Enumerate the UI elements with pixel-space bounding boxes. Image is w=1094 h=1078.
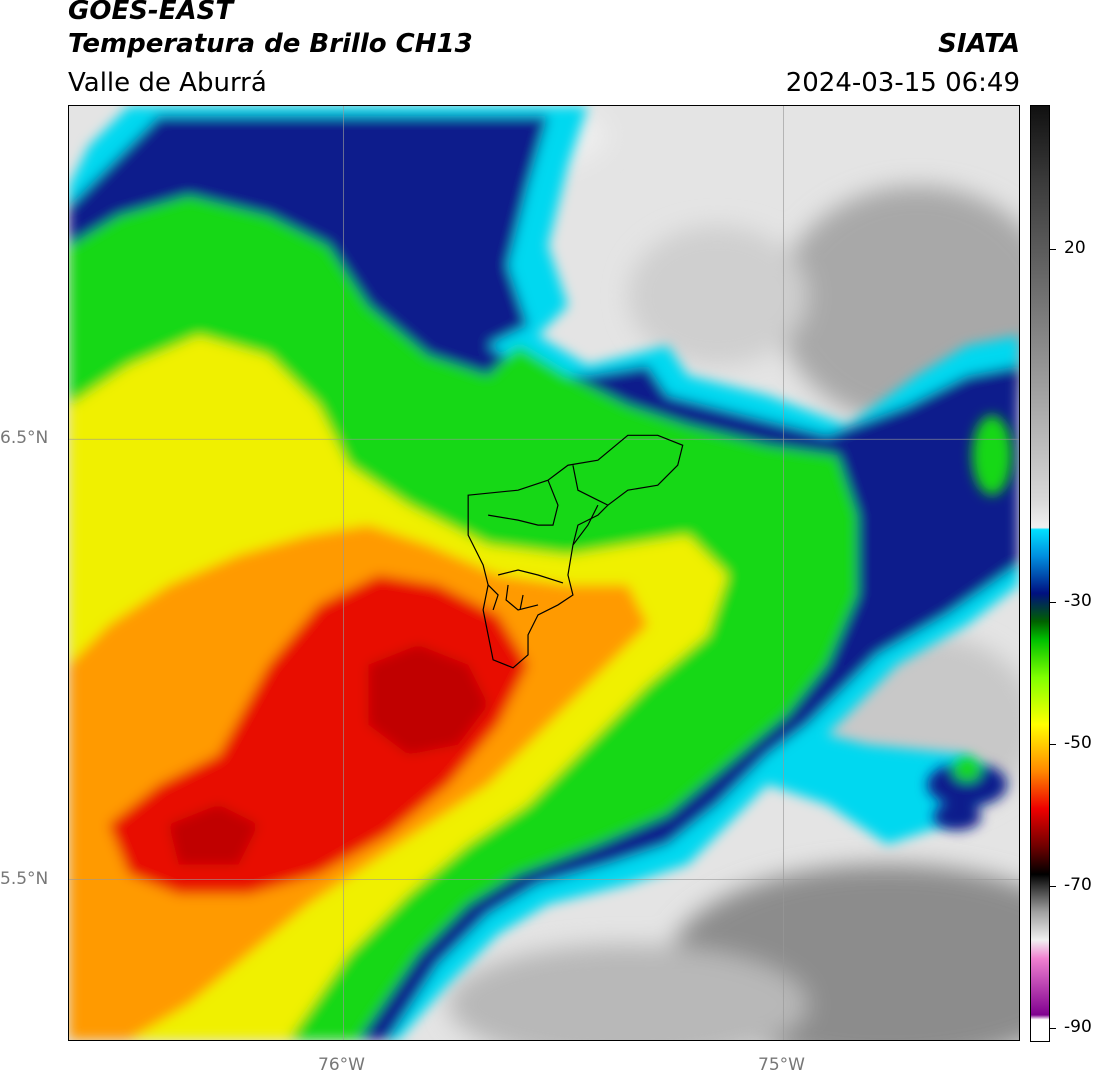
satellite-title: GOES-EAST	[68, 0, 234, 26]
agency-title: SIATA	[938, 29, 1020, 59]
cbar-label-m70: -70	[1064, 875, 1092, 895]
lat-label-6-5: 6.5°N	[0, 428, 49, 448]
cbar-tick-20	[1050, 249, 1056, 250]
brightness-temperature-map	[68, 105, 1020, 1041]
colorbar-gradient	[1031, 106, 1049, 1041]
cbar-label-m30: -30	[1064, 591, 1092, 611]
region-title: Valle de Aburrá	[68, 68, 267, 98]
temperature-colorbar	[1030, 105, 1050, 1042]
cbar-label-20: 20	[1064, 238, 1086, 258]
cbar-tick-m90	[1050, 1028, 1056, 1029]
lat-label-5-5: 5.5°N	[0, 869, 49, 889]
cbar-tick-m50	[1050, 744, 1056, 745]
product-title: Temperatura de Brillo CH13	[68, 29, 473, 59]
cloud-core-darkred-2	[168, 804, 259, 865]
isolated-cells	[927, 415, 1013, 831]
lon-label-76: 76°W	[318, 1055, 365, 1075]
graticule	[69, 106, 1019, 1040]
municipal-boundaries	[467, 434, 684, 669]
cbar-label-m50: -50	[1064, 733, 1092, 753]
cbar-tick-m70	[1050, 886, 1056, 887]
cbar-label-m90: -90	[1064, 1017, 1092, 1037]
timestamp-label: 2024-03-15 06:49	[785, 68, 1020, 98]
cbar-tick-m30	[1050, 602, 1056, 603]
map-canvas	[69, 106, 1019, 1040]
cloud-core-darkred	[368, 644, 489, 755]
lon-label-75: 75°W	[758, 1055, 805, 1075]
